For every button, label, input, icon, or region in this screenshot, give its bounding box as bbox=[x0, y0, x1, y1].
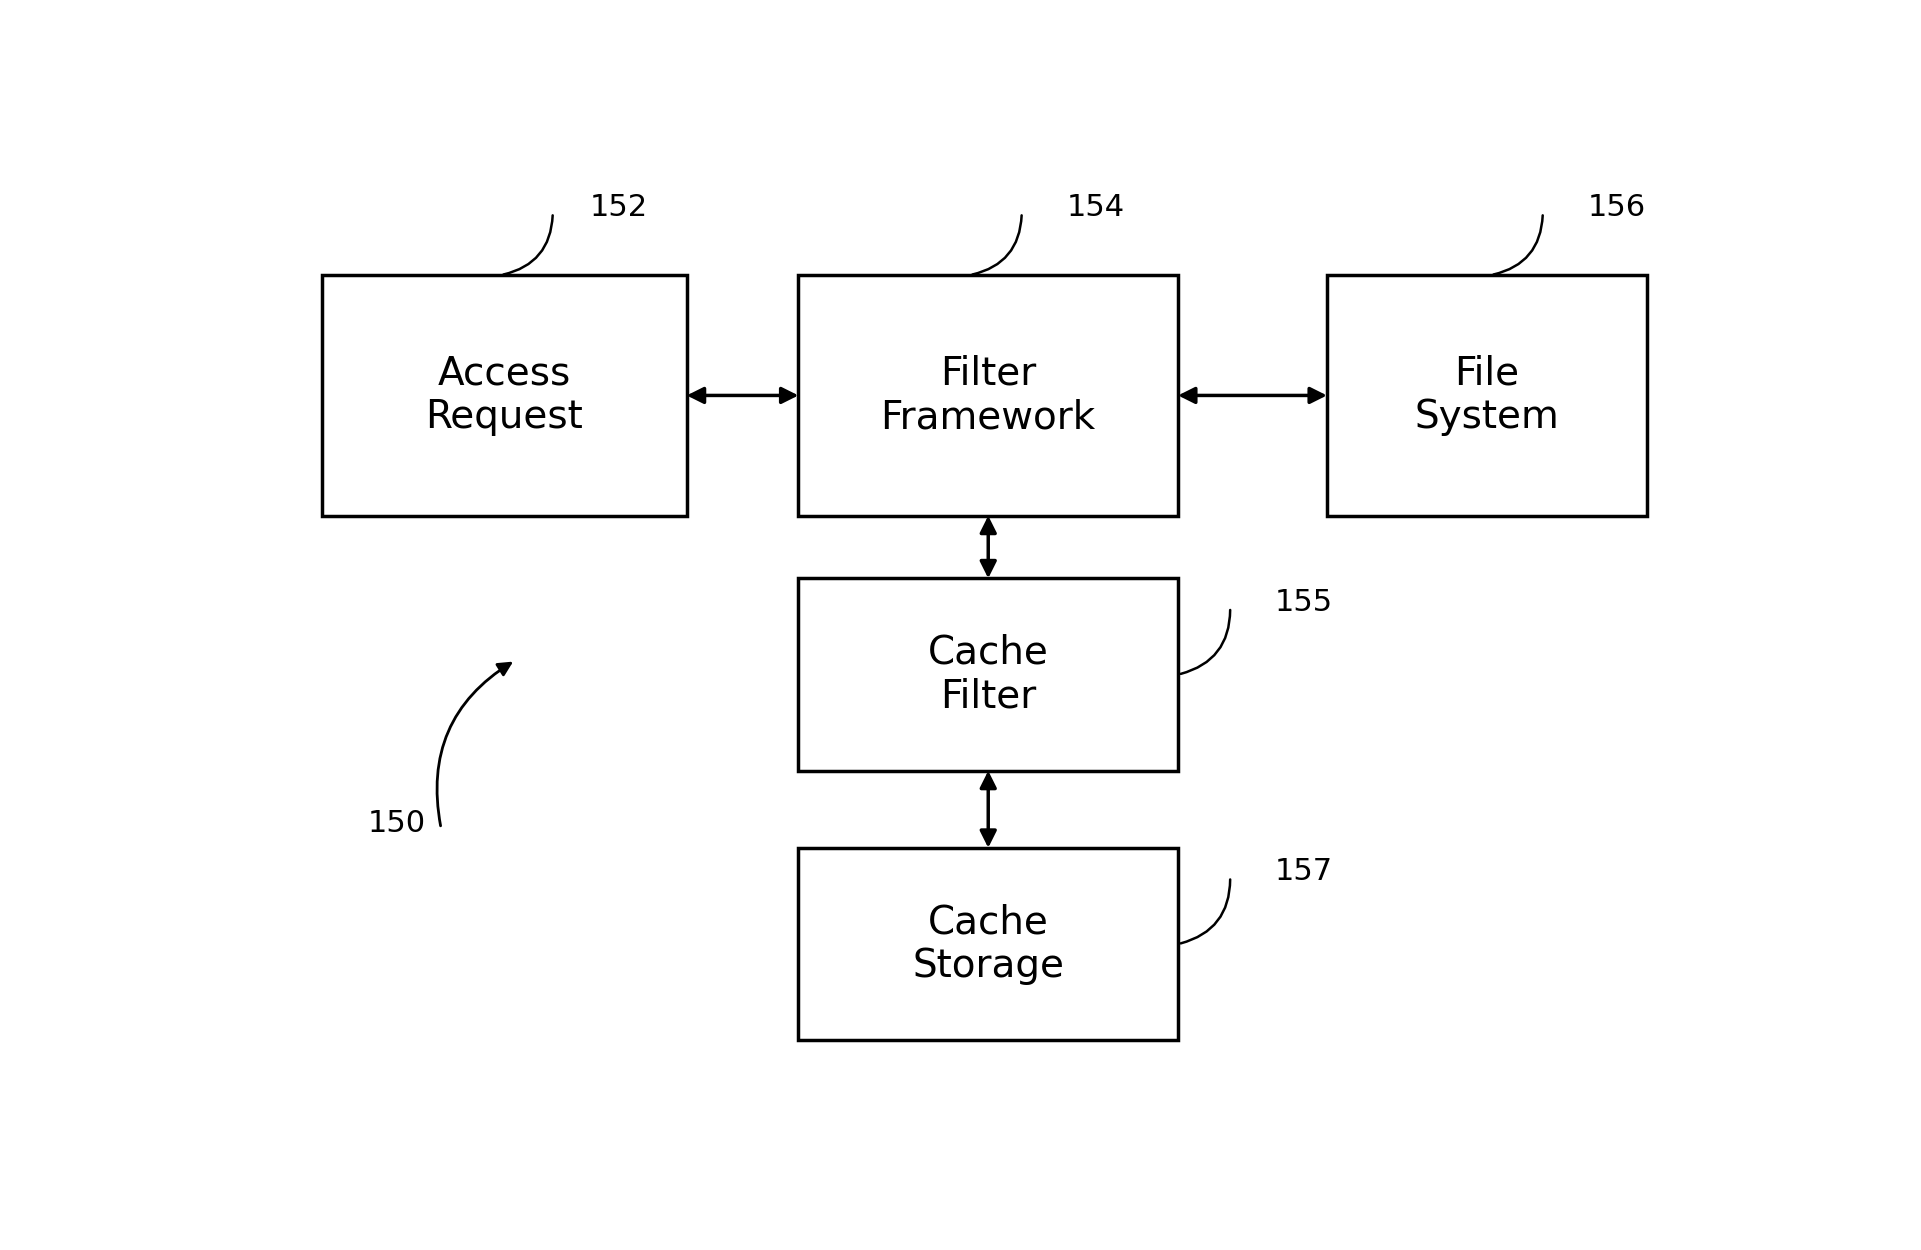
Bar bbox=[799, 579, 1178, 771]
Text: Cache
Storage: Cache Storage bbox=[912, 902, 1064, 985]
Text: 152: 152 bbox=[590, 194, 647, 222]
Text: 154: 154 bbox=[1066, 194, 1124, 222]
Text: 150: 150 bbox=[367, 809, 426, 839]
Text: Cache
Filter: Cache Filter bbox=[928, 634, 1049, 715]
Text: 155: 155 bbox=[1276, 588, 1333, 616]
Text: 157: 157 bbox=[1276, 858, 1333, 886]
Bar bbox=[1327, 275, 1646, 516]
Text: File
System: File System bbox=[1414, 355, 1560, 436]
Bar bbox=[799, 275, 1178, 516]
Bar bbox=[323, 275, 688, 516]
Bar bbox=[799, 848, 1178, 1040]
Text: Access
Request: Access Request bbox=[426, 355, 584, 436]
Text: Filter
Framework: Filter Framework bbox=[880, 355, 1095, 436]
Text: 156: 156 bbox=[1587, 194, 1646, 222]
